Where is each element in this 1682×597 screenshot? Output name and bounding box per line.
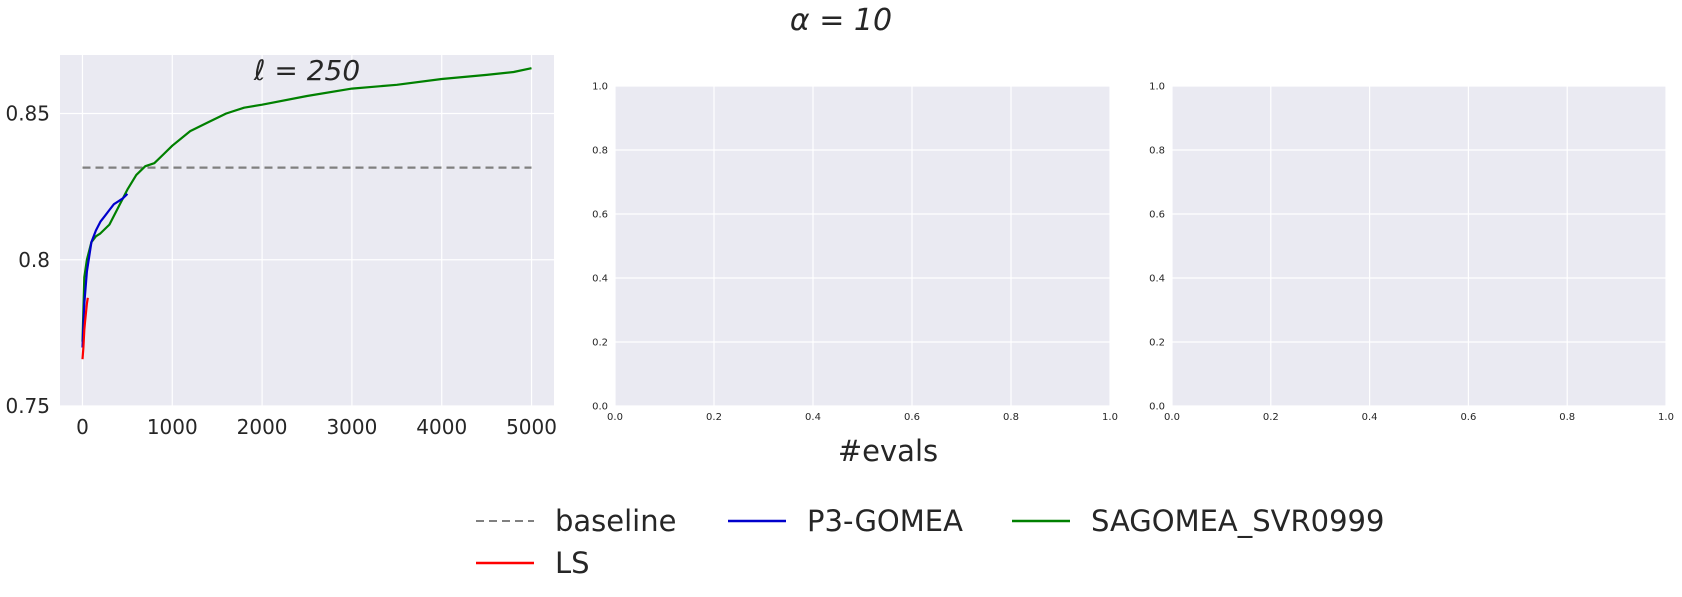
x-tick-label-3: 3000 xyxy=(326,415,377,439)
x-tick-label-5: 1.0 xyxy=(1102,412,1118,423)
y-tick-label-4: 0.8 xyxy=(1149,146,1165,157)
legend: baseline P3-GOMEA SAGOMEA_SVR0999 LS xyxy=(476,504,1384,580)
y-tick-label-4: 0.8 xyxy=(592,146,608,157)
y-tick-label-5: 1.0 xyxy=(592,82,608,93)
legend-entry-p3-gomea: P3-GOMEA xyxy=(728,504,963,538)
subplot-3: 0.0 0.2 0.4 0.6 0.8 1.0 0.0 0.2 0.4 0.6 0.8 1.0 xyxy=(1149,82,1674,424)
x-tick-label-2: 0.4 xyxy=(1362,412,1378,423)
y-tick-label-1: 0.2 xyxy=(1149,338,1165,349)
x-tick-label-4: 0.8 xyxy=(1003,412,1019,423)
y-tick-label-2: 0.4 xyxy=(1149,274,1165,285)
legend-entry-ls: LS xyxy=(476,546,590,580)
x-tick-label-0: 0.0 xyxy=(607,412,623,423)
x-tick-label-0: 0.0 xyxy=(1164,412,1180,423)
plot-background xyxy=(60,55,554,406)
y-tick-label-0: 0.0 xyxy=(1149,402,1165,413)
subplot-2: 0.0 0.2 0.4 0.6 0.8 1.0 0.0 0.2 0.4 0.6 0.8 1.0 xyxy=(592,82,1118,424)
x-tick-label-0: 0 xyxy=(76,415,89,439)
legend-entry-baseline: baseline xyxy=(476,504,676,538)
y-tick-label-2: 0.4 xyxy=(592,274,608,285)
series-lines xyxy=(81,67,532,360)
x-tick-label-1: 1000 xyxy=(147,415,198,439)
x-tick-label-2: 2000 xyxy=(237,415,288,439)
x-tick-label-5: 1.0 xyxy=(1658,412,1674,423)
plot-background xyxy=(1172,86,1666,406)
x-tick-label-4: 4000 xyxy=(416,415,467,439)
legend-label-ls: LS xyxy=(555,546,590,580)
legend-label-sagomea: SAGOMEA_SVR0999 xyxy=(1091,504,1384,538)
x-tick-label-2: 0.4 xyxy=(805,412,821,423)
subplot-title: ℓ = 250 xyxy=(253,54,360,87)
x-tick-label-1: 0.2 xyxy=(706,412,722,423)
legend-entry-sagomea: SAGOMEA_SVR0999 xyxy=(1012,504,1384,538)
y-tick-label-0: 0.75 xyxy=(5,394,50,418)
legend-label-p3-gomea: P3-GOMEA xyxy=(807,504,963,538)
series-line-sagomea-svr0999 xyxy=(81,67,532,342)
x-tick-label-3: 0.6 xyxy=(904,412,920,423)
y-tick-label-3: 0.6 xyxy=(592,210,608,221)
x-tick-label-5: 5000 xyxy=(506,415,557,439)
x-tick-label-4: 0.8 xyxy=(1559,412,1575,423)
subplot-1: 0 1000 2000 3000 4000 5000 0.75 0.8 0.85 ℓ = 250 xyxy=(5,54,557,439)
y-tick-label-0: 0.0 xyxy=(592,402,608,413)
legend-label-baseline: baseline xyxy=(555,504,676,538)
shared-xlabel: #evals xyxy=(838,434,938,468)
x-tick-label-3: 0.6 xyxy=(1460,412,1476,423)
y-tick-label-1: 0.2 xyxy=(592,338,608,349)
y-tick-label-2: 0.85 xyxy=(5,102,50,126)
series-line-p3-gomea xyxy=(81,193,129,348)
figure-suptitle: α = 10 xyxy=(790,3,892,38)
y-tick-label-1: 0.8 xyxy=(18,248,50,272)
plot-background xyxy=(615,86,1110,406)
series-line-ls xyxy=(81,297,89,360)
x-tick-label-1: 0.2 xyxy=(1263,412,1279,423)
y-tick-label-3: 0.6 xyxy=(1149,210,1165,221)
y-tick-label-5: 1.0 xyxy=(1149,82,1165,93)
